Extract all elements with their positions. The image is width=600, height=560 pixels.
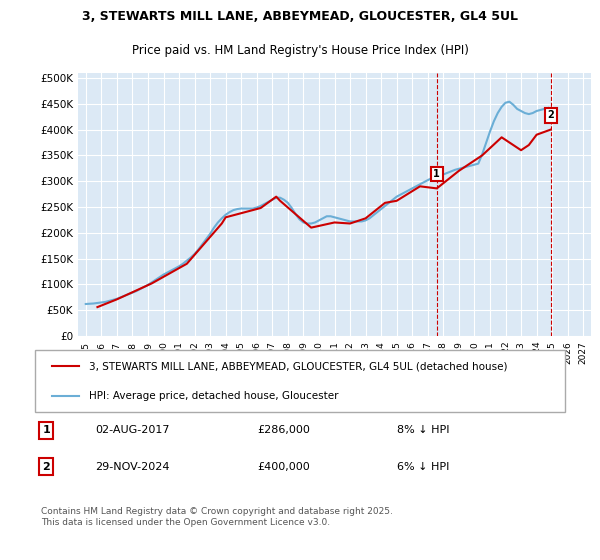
FancyBboxPatch shape <box>35 350 565 412</box>
Text: 2: 2 <box>547 110 554 120</box>
Text: 02-AUG-2017: 02-AUG-2017 <box>95 426 169 436</box>
Text: Contains HM Land Registry data © Crown copyright and database right 2025.
This d: Contains HM Land Registry data © Crown c… <box>41 507 392 527</box>
Text: Price paid vs. HM Land Registry's House Price Index (HPI): Price paid vs. HM Land Registry's House … <box>131 44 469 57</box>
Text: 3, STEWARTS MILL LANE, ABBEYMEAD, GLOUCESTER, GL4 5UL: 3, STEWARTS MILL LANE, ABBEYMEAD, GLOUCE… <box>82 10 518 24</box>
Text: 6% ↓ HPI: 6% ↓ HPI <box>397 462 449 472</box>
Text: HPI: Average price, detached house, Gloucester: HPI: Average price, detached house, Glou… <box>89 390 339 400</box>
Text: 2: 2 <box>43 462 50 472</box>
Text: £286,000: £286,000 <box>257 426 310 436</box>
Text: 29-NOV-2024: 29-NOV-2024 <box>95 462 169 472</box>
Text: 3, STEWARTS MILL LANE, ABBEYMEAD, GLOUCESTER, GL4 5UL (detached house): 3, STEWARTS MILL LANE, ABBEYMEAD, GLOUCE… <box>89 361 508 371</box>
Text: 1: 1 <box>433 169 440 179</box>
Text: 1: 1 <box>43 426 50 436</box>
Text: £400,000: £400,000 <box>257 462 310 472</box>
Text: 8% ↓ HPI: 8% ↓ HPI <box>397 426 450 436</box>
